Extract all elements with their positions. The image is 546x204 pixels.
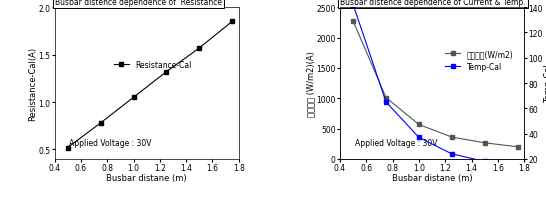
Text: Busbar distence dependence of  Resistance: Busbar distence dependence of Resistance [55, 0, 222, 7]
Temp-Cal [383, 101, 389, 104]
Resistance-Cal [196, 48, 203, 50]
전력밀도(W/m2) [482, 142, 488, 144]
Temp-Cal [449, 153, 455, 155]
Temp-Cal [514, 164, 521, 167]
Resistance-Cal [97, 122, 104, 124]
Legend: Resistance-Cal: Resistance-Cal [114, 60, 192, 69]
전력밀도(W/m2) [383, 97, 389, 99]
Legend: 전력밀도(W/m2), Temp-Cal: 전력밀도(W/m2), Temp-Cal [445, 50, 513, 71]
X-axis label: Busbar distane (m): Busbar distane (m) [392, 174, 472, 183]
Temp-Cal [482, 160, 488, 163]
Line: 전력밀도(W/m2): 전력밀도(W/m2) [352, 20, 519, 149]
Temp-Cal [416, 136, 422, 139]
Y-axis label: 전력밀도 (W/m2)(A): 전력밀도 (W/m2)(A) [306, 51, 315, 116]
전력밀도(W/m2) [416, 124, 422, 126]
Resistance-Cal [130, 96, 137, 99]
Y-axis label: Temp-Cal: Temp-Cal [544, 64, 546, 103]
Text: Applied Voltage : 30V: Applied Voltage : 30V [355, 138, 437, 147]
Y-axis label: Resistance-Cal(A): Resistance-Cal(A) [28, 47, 37, 121]
Resistance-Cal [64, 146, 71, 149]
Resistance-Cal [163, 71, 170, 73]
Text: Applied Voltage : 30V: Applied Voltage : 30V [69, 138, 152, 147]
Text: Busbar distence dependence of Current & Temp.: Busbar distence dependence of Current & … [340, 0, 526, 7]
Temp-Cal [350, 4, 357, 7]
Line: Resistance-Cal: Resistance-Cal [66, 21, 234, 150]
전력밀도(W/m2) [514, 146, 521, 148]
X-axis label: Busbar distane (m): Busbar distane (m) [106, 174, 187, 183]
전력밀도(W/m2) [449, 136, 455, 139]
전력밀도(W/m2) [350, 21, 357, 23]
Line: Temp-Cal: Temp-Cal [352, 4, 519, 167]
Resistance-Cal [229, 21, 235, 23]
